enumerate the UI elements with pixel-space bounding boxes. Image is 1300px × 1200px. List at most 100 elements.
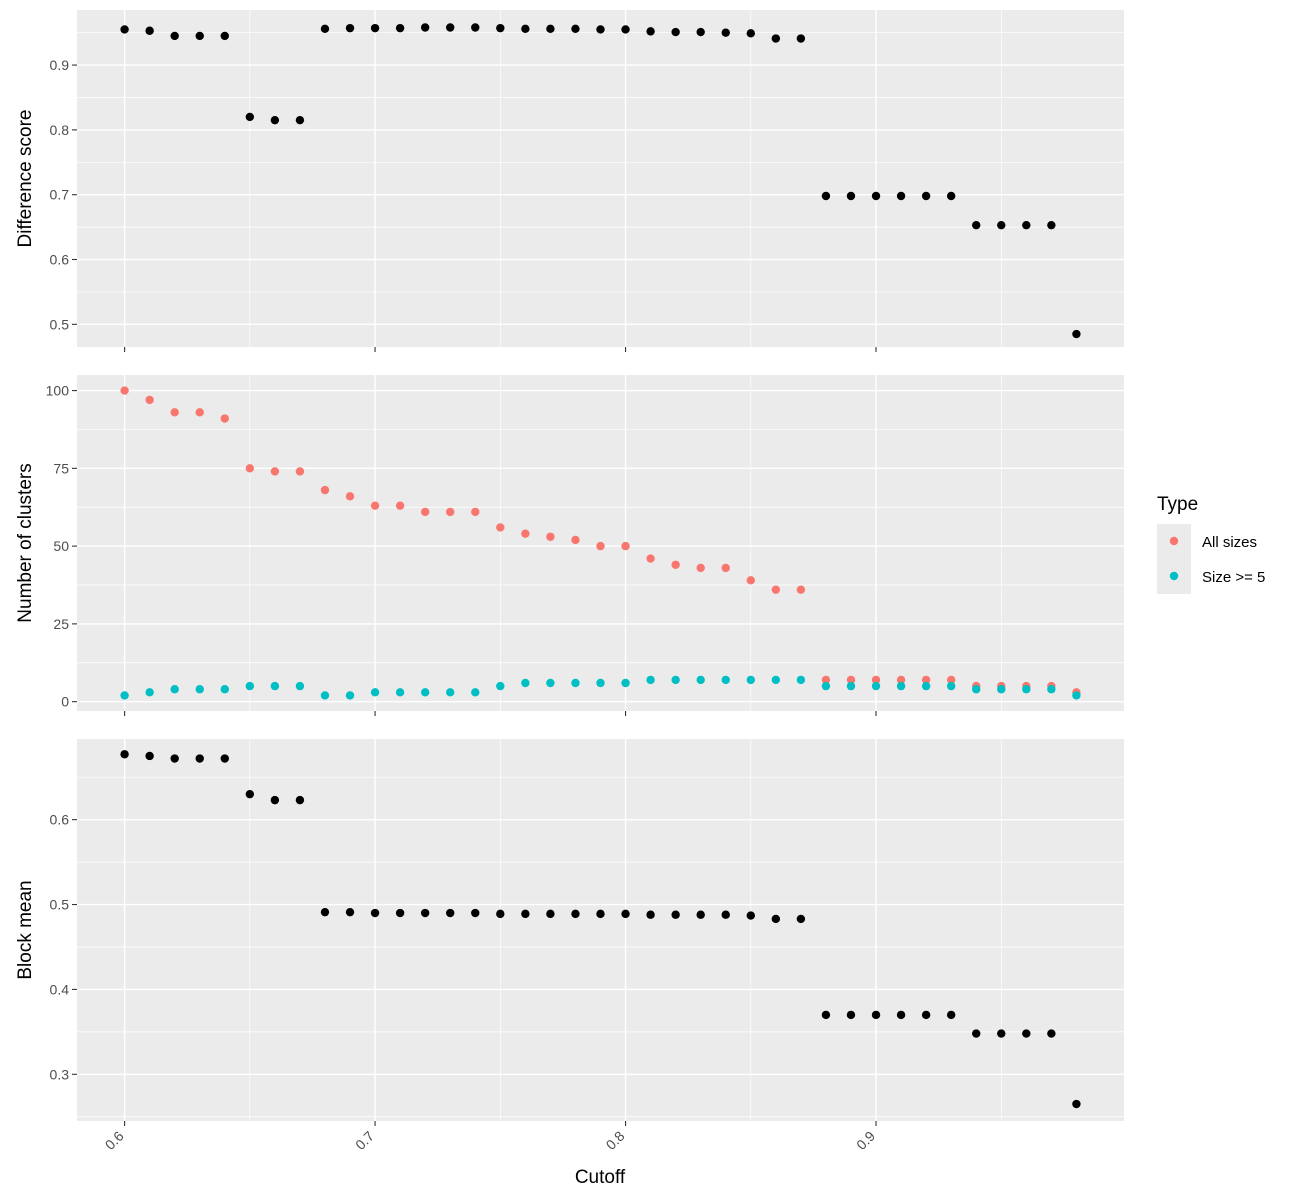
data-point	[896, 191, 906, 201]
data-point	[370, 23, 380, 33]
data-point	[295, 795, 305, 805]
legend-key-size-ge-5	[1169, 571, 1179, 581]
data-point	[721, 910, 730, 919]
data-point	[771, 675, 781, 685]
x-tick-label: 0.6	[102, 1128, 127, 1153]
data-point	[821, 681, 831, 691]
data-point	[972, 685, 981, 694]
y-tick-label: 0	[61, 694, 69, 710]
data-point	[395, 23, 405, 33]
data-point	[621, 541, 630, 551]
data-point	[546, 24, 555, 33]
data-point	[145, 688, 154, 697]
data-point	[220, 414, 229, 423]
data-point	[746, 911, 755, 920]
series-size-5	[120, 675, 1081, 700]
y-tick-label: 0.6	[50, 812, 70, 828]
data-point	[395, 688, 405, 697]
data-point	[546, 909, 555, 919]
data-point	[846, 191, 856, 201]
data-point	[345, 492, 355, 501]
data-point	[370, 501, 380, 510]
x-tick-label: 0.8	[603, 1128, 628, 1153]
data-point	[796, 914, 806, 924]
data-point	[420, 688, 430, 697]
data-point	[496, 909, 505, 919]
data-point	[320, 907, 330, 917]
data-point	[621, 909, 630, 919]
y-axis-title: Block mean	[15, 880, 36, 979]
data-point	[746, 576, 755, 585]
y-tick-label: 0.4	[50, 981, 70, 997]
data-point	[796, 675, 806, 685]
data-point	[846, 681, 856, 691]
data-point	[471, 688, 480, 697]
data-point	[746, 29, 755, 38]
data-point	[846, 675, 856, 685]
panel-background	[77, 739, 1124, 1121]
data-point	[195, 685, 204, 694]
data-point	[896, 681, 906, 691]
data-point	[946, 191, 956, 201]
data-point	[696, 910, 705, 919]
data-point	[395, 908, 405, 918]
data-point	[320, 485, 330, 495]
y-axis-title: Difference score	[15, 110, 36, 248]
legend: Type All sizes Size >= 5	[1157, 494, 1265, 594]
data-point	[1072, 1099, 1081, 1109]
data-point	[997, 1029, 1006, 1038]
data-point	[270, 681, 280, 691]
data-point	[746, 675, 755, 685]
data-point	[671, 675, 680, 685]
data-point	[596, 541, 605, 551]
data-point	[571, 535, 580, 545]
data-point	[471, 23, 480, 32]
data-point	[896, 1010, 906, 1020]
data-point	[220, 31, 229, 41]
data-point	[946, 1010, 956, 1020]
data-point	[596, 678, 605, 688]
data-point	[120, 25, 129, 34]
y-tick-label: 75	[53, 460, 69, 476]
data-point	[846, 1010, 856, 1020]
data-point	[921, 675, 931, 685]
y-tick-label: 50	[53, 538, 69, 554]
y-axis-title: Number of clusters	[15, 463, 36, 622]
data-point	[446, 23, 455, 32]
data-point	[646, 910, 655, 919]
data-point	[721, 28, 730, 37]
data-point	[120, 691, 129, 700]
data-point	[295, 681, 305, 691]
data-point	[946, 675, 956, 685]
data-point	[821, 675, 831, 685]
data-point	[245, 464, 255, 473]
data-point	[972, 1029, 981, 1038]
data-point	[646, 554, 655, 563]
data-point	[771, 34, 781, 43]
data-point	[170, 685, 179, 694]
data-point	[921, 681, 931, 691]
data-point	[245, 681, 255, 691]
y-tick-label: 0.9	[50, 57, 70, 73]
data-point	[821, 191, 831, 201]
y-tick-label: 0.5	[50, 316, 70, 332]
data-point	[496, 523, 505, 532]
data-point	[721, 563, 730, 573]
y-tick-label: 25	[53, 616, 69, 632]
series-points	[120, 23, 1081, 339]
x-tick-label: 0.7	[352, 1128, 377, 1153]
data-point	[1047, 220, 1056, 230]
panel-middle: 0 25 50 75 100 Number of clusters	[15, 375, 1124, 716]
data-point	[771, 585, 781, 594]
x-axis-title: Cutoff	[575, 1167, 626, 1188]
data-point	[871, 191, 881, 201]
data-point	[1022, 1029, 1031, 1038]
data-point	[270, 795, 280, 805]
data-point	[320, 691, 330, 700]
data-point	[471, 908, 480, 918]
data-point	[120, 386, 129, 395]
data-point	[170, 408, 179, 417]
data-point	[696, 563, 705, 573]
data-point	[696, 675, 705, 685]
